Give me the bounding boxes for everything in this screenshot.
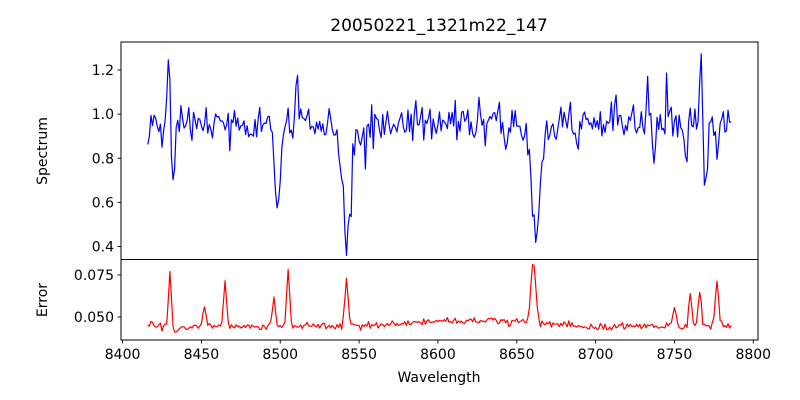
x-tick-label: 8750 [657, 347, 693, 363]
error-panel-spine [120, 259, 759, 341]
x-tick-label: 8650 [499, 347, 535, 363]
x-tick-label: 8450 [184, 347, 220, 363]
x-tick-label: 8800 [735, 347, 771, 363]
error-line [147, 264, 732, 333]
spectrum-y-tick-label: 1.2 [92, 63, 114, 79]
x-tick-label: 8600 [420, 347, 456, 363]
spectrum-y-tick-label: 0.8 [92, 151, 114, 167]
chart-title: 20050221_1321m22_147 [330, 16, 547, 36]
error-y-axis-label: Error [35, 283, 51, 317]
x-axis-label: Wavelength [397, 370, 480, 386]
plot-area: 0.4 0.6 0.8 1.0 1.2 0.050 0.075 8400 8450 8500 855… [74, 41, 771, 363]
error-y-tick-label: 0.050 [74, 310, 114, 326]
x-tick-label: 8700 [578, 347, 614, 363]
spectrum-y-tick-label: 0.4 [92, 239, 114, 255]
spectrum-y-axis-label: Spectrum [35, 117, 51, 185]
spectrum-y-tick-label: 0.6 [92, 195, 114, 211]
error-y-tick-label: 0.075 [74, 268, 114, 284]
x-tick-label: 8550 [341, 347, 377, 363]
spectrum-line [147, 53, 732, 257]
spectrum-panel-spine [120, 41, 759, 260]
x-tick-label: 8500 [262, 347, 298, 363]
x-tick-label: 8400 [105, 347, 141, 363]
spectrum-y-tick-label: 1.0 [92, 107, 114, 123]
